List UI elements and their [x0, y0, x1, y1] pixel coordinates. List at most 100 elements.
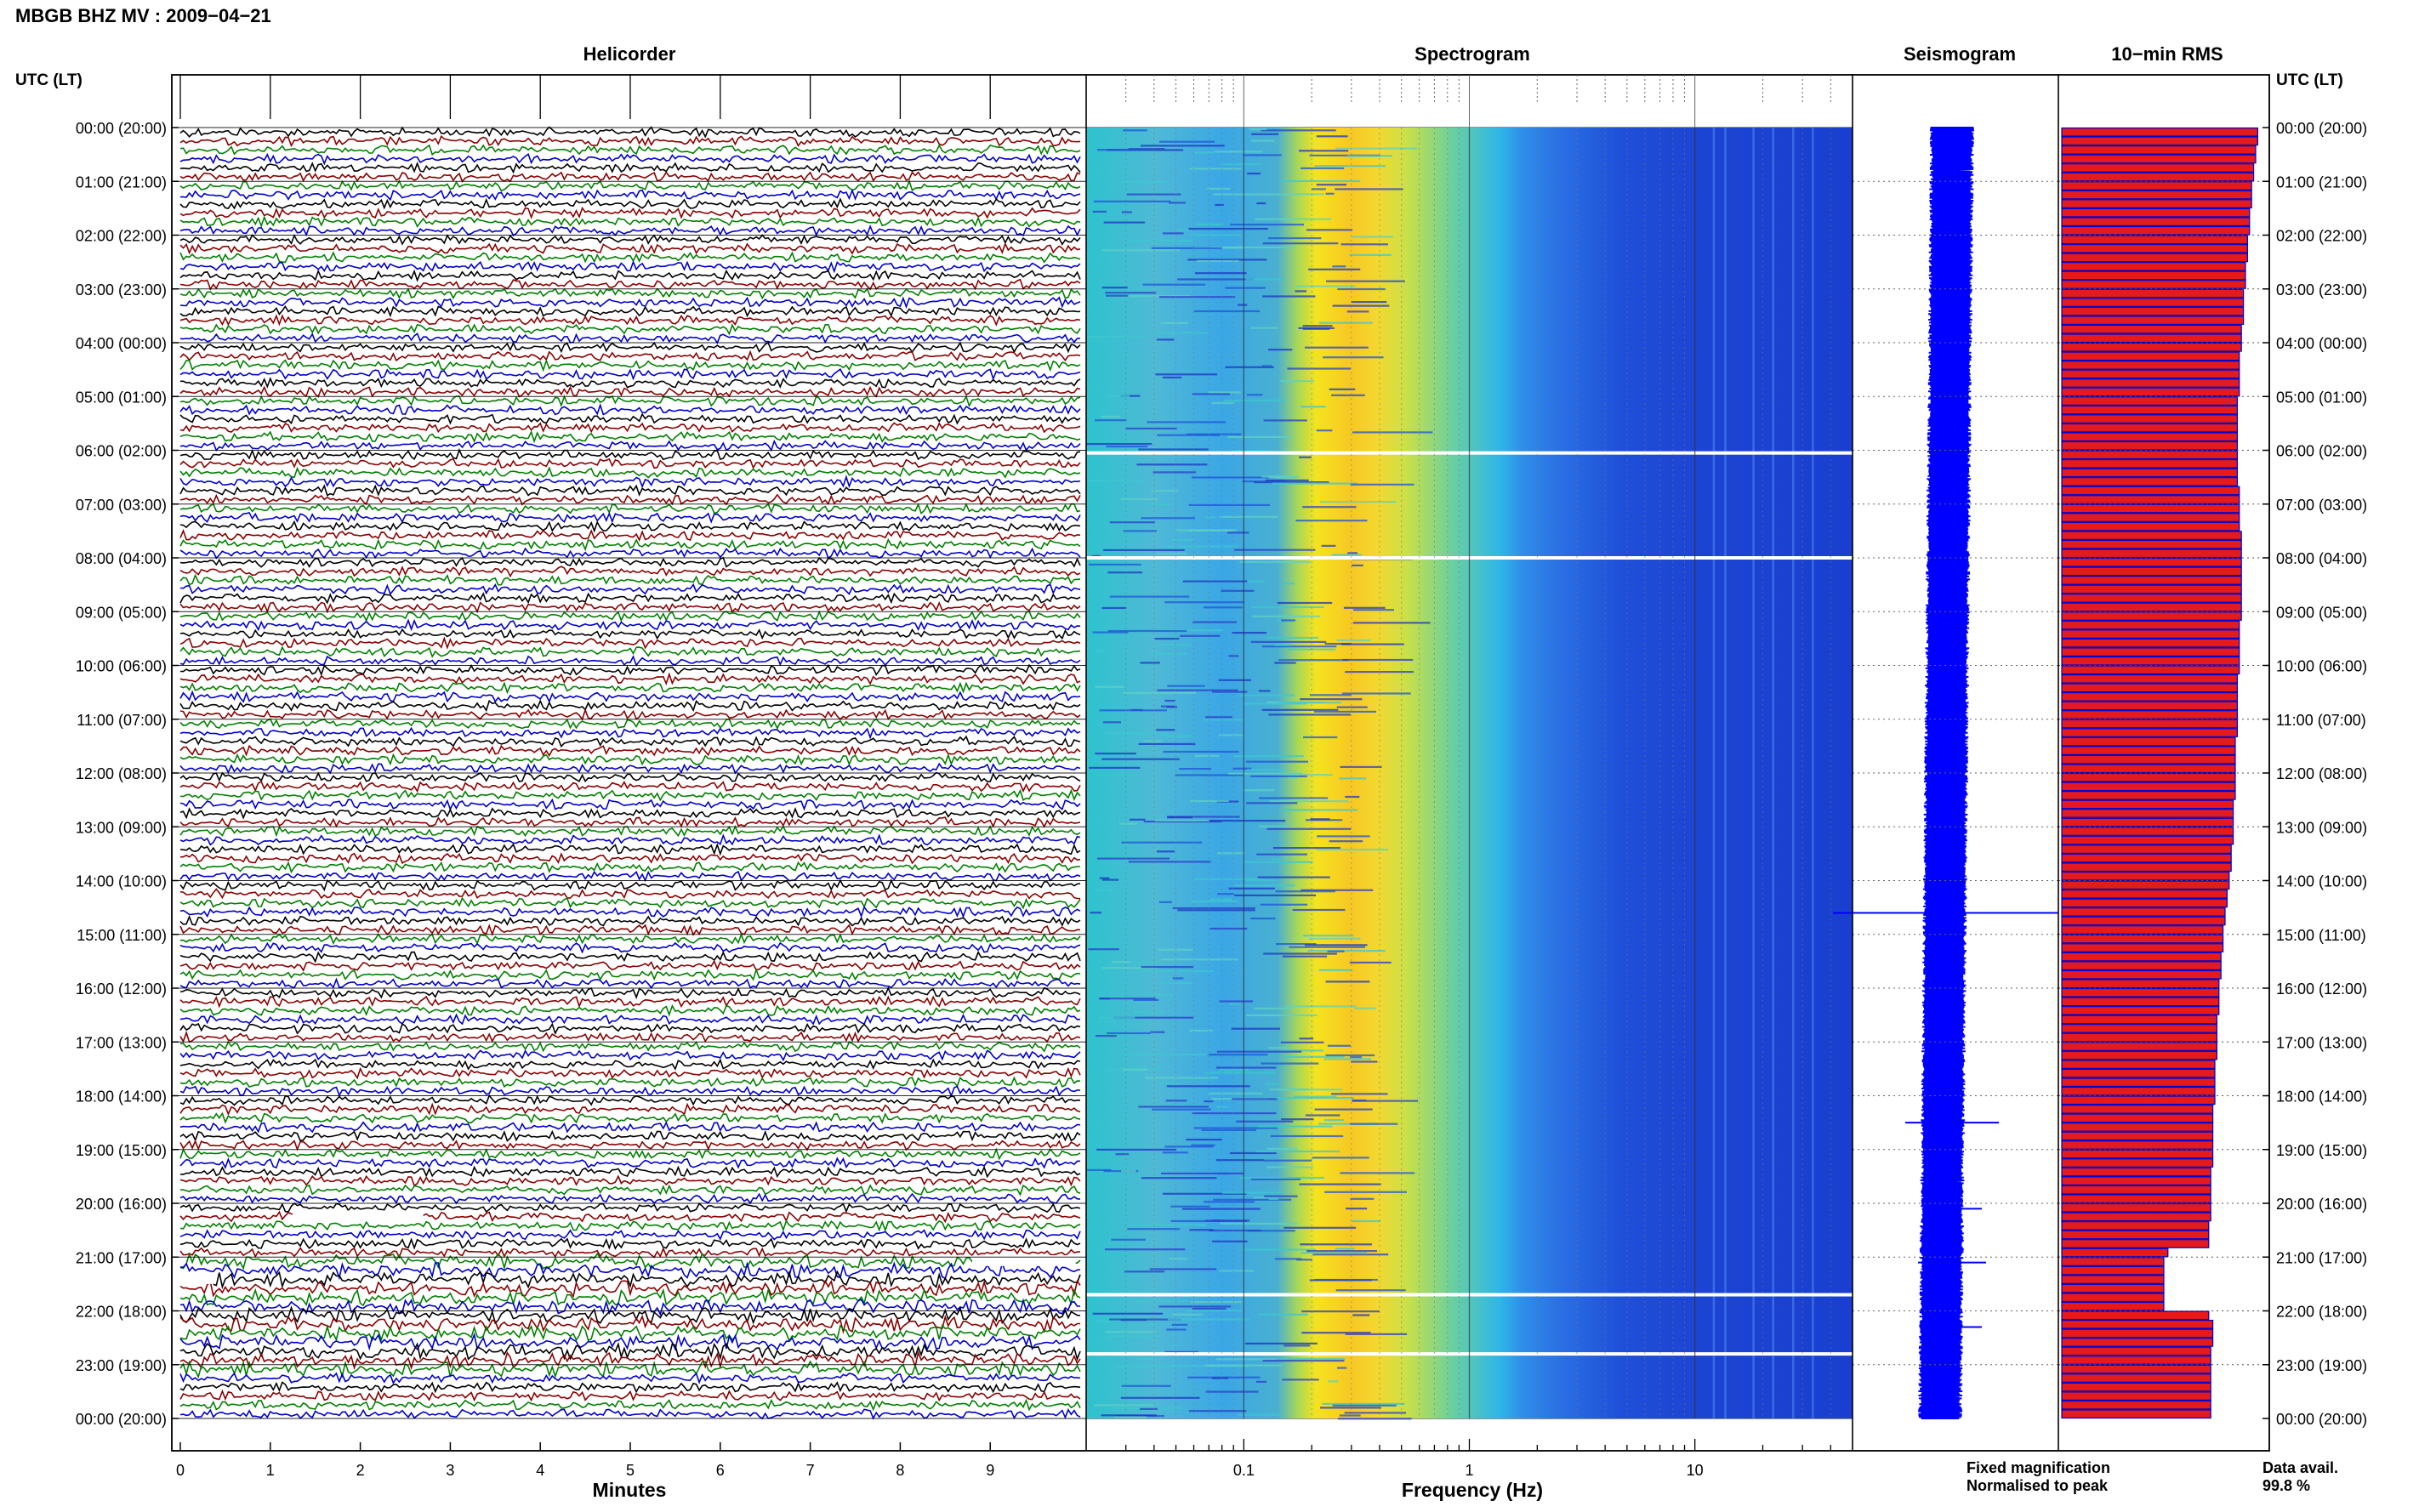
spectrogram-streak	[1294, 1095, 1337, 1098]
rms-bar	[2061, 620, 2240, 630]
spectrogram-streak	[1207, 187, 1231, 190]
helicorder-trace	[179, 547, 1081, 560]
helicorder-trace	[179, 1121, 1081, 1134]
spectrogram-streak	[1300, 1243, 1372, 1246]
rms-bar	[2061, 1050, 2217, 1060]
spectrogram-streak	[1155, 373, 1218, 376]
spectrogram-streak	[1242, 1248, 1316, 1251]
spectrogram-streak	[1258, 690, 1271, 692]
spectrogram-x-tick-label: 0.1	[1233, 1462, 1255, 1479]
rms-bar	[2061, 602, 2242, 612]
spectrogram-streak	[1107, 395, 1130, 397]
spectrogram-streak	[1220, 163, 1262, 166]
helicorder-trace	[179, 402, 1081, 416]
spectrogram-streak	[1186, 1139, 1222, 1141]
helicorder-trace	[179, 287, 1081, 300]
spectrogram-streak	[1162, 1151, 1188, 1154]
hour-label-right: 00:00 (20:00)	[2276, 1411, 2367, 1428]
helicorder-trace	[179, 977, 1081, 989]
spectrogram-streak	[1217, 893, 1235, 895]
spectrogram-x-tick-label: 10	[1687, 1462, 1704, 1479]
spectrogram-streak	[1266, 636, 1319, 639]
spectrogram-streak	[1133, 998, 1159, 1001]
helicorder-trace	[179, 296, 1081, 310]
spectrogram-streak	[1170, 539, 1194, 542]
spectrogram-streak	[1144, 740, 1162, 742]
spectrogram-streak	[1216, 1050, 1302, 1053]
spectrogram-streak	[1351, 1219, 1381, 1223]
spectrogram-streak	[1118, 1067, 1162, 1070]
helicorder-trace	[179, 1287, 1081, 1307]
rms-bar	[2061, 1319, 2214, 1329]
spectrogram-streak	[1289, 776, 1298, 779]
rms-bar	[2061, 521, 2240, 531]
helicorder-trace	[179, 511, 1081, 524]
spectrogram-streak	[1281, 1118, 1314, 1121]
spectrogram-streak	[1205, 516, 1216, 519]
spectrogram-streak	[1250, 1178, 1301, 1180]
spectrogram-streak	[1331, 394, 1365, 396]
rms-bar	[2061, 378, 2240, 388]
rms-bar	[2061, 217, 2251, 227]
rms-bar	[2061, 1015, 2217, 1025]
rms-bar	[2061, 1095, 2216, 1106]
spectrogram-streak	[1221, 1191, 1283, 1194]
helicorder-trace	[179, 1398, 1081, 1412]
rms-bar	[2061, 549, 2242, 559]
spectrogram-streak	[1095, 1035, 1117, 1037]
spectrogram-streak	[1193, 878, 1263, 880]
spectrogram-streak	[1272, 858, 1282, 861]
spectrogram-streak	[1246, 769, 1285, 771]
spectrogram-streak	[1236, 1120, 1294, 1123]
spectrogram-streak	[1257, 1125, 1333, 1128]
rms-bar	[2061, 387, 2240, 397]
spectrogram-streak	[1097, 857, 1170, 860]
helicorder-trace	[179, 1066, 1081, 1080]
spectrogram-streak	[1192, 393, 1230, 395]
spectrogram-streak	[1309, 154, 1380, 156]
helicorder-trace	[179, 1314, 1080, 1334]
hour-label-left: 13:00 (09:00)	[76, 819, 167, 836]
rms-bar	[2061, 1220, 2210, 1231]
rms-bar	[2061, 172, 2255, 182]
spectrogram-streak	[1164, 1145, 1214, 1148]
spectrogram-streak	[1324, 1191, 1407, 1193]
helicorder-trace	[179, 645, 1081, 658]
spectrogram-streak	[1323, 1058, 1372, 1060]
spectrogram-streak	[1194, 151, 1214, 154]
spectrogram-streak	[1351, 301, 1387, 304]
legend-normalised-to-peak: Normalised to peak	[1967, 1477, 2109, 1494]
hour-label-right: 10:00 (06:00)	[2276, 658, 2367, 675]
helicorder-trace	[179, 1174, 1081, 1187]
spectrogram-streak	[1225, 366, 1274, 368]
rms-bar	[2061, 772, 2236, 782]
spectrogram-streak	[1329, 840, 1363, 843]
spectrogram-streak	[1206, 820, 1286, 822]
helicorder-trace	[213, 1270, 1081, 1290]
spectrogram-streak	[1267, 349, 1293, 351]
spectrogram-streak	[1089, 563, 1141, 566]
spectrogram-streak	[1172, 977, 1184, 980]
spectrogram-streak	[1160, 321, 1188, 324]
hour-label-left: 17:00 (13:00)	[76, 1034, 167, 1051]
spectrogram-streak	[1210, 898, 1232, 901]
helicorder-trace	[179, 1360, 1081, 1379]
helicorder-trace	[179, 1102, 1081, 1117]
spectrogram-streak	[1148, 652, 1187, 655]
spectrogram-streak	[1308, 268, 1361, 270]
spectrogram-streak	[1087, 1168, 1112, 1171]
spectrogram-streak	[1188, 1410, 1247, 1413]
rms-bar	[2061, 925, 2224, 935]
rms-bar	[2061, 1042, 2217, 1051]
spectrogram-streak	[1349, 253, 1392, 256]
helicorder-x-tick-label: 8	[896, 1462, 904, 1479]
spectrogram-streak	[1351, 236, 1393, 238]
rms-bar	[2061, 351, 2240, 361]
spectrogram-title: Spectrogram	[1414, 43, 1530, 65]
spectrogram-streak	[1218, 1172, 1229, 1175]
spectrogram-streak	[1204, 1201, 1255, 1203]
spectrogram-streak	[1270, 1134, 1344, 1138]
hour-label-right: 19:00 (15:00)	[2276, 1142, 2367, 1159]
spectrogram-streak	[1161, 1172, 1244, 1174]
spectrogram-streak	[1121, 211, 1132, 213]
